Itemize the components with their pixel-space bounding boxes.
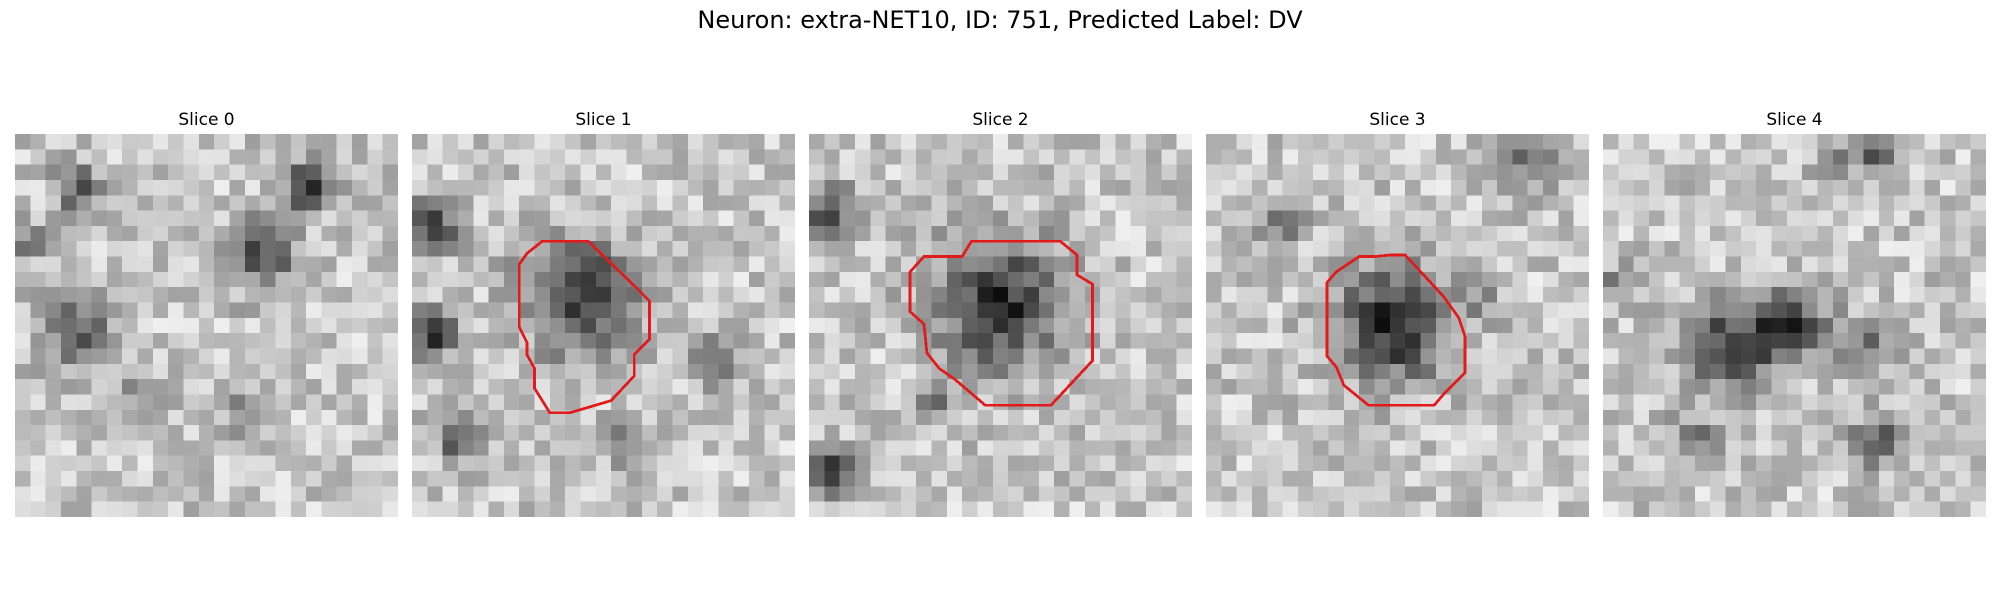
slice-pixels-0 — [15, 134, 398, 517]
slice-image-4 — [1603, 134, 1986, 517]
slice-title-4: Slice 4 — [1766, 110, 1823, 130]
figure-title: Neuron: extra-NET10, ID: 751, Predicted … — [697, 6, 1303, 34]
slice-pixels-4 — [1603, 134, 1986, 517]
slice-title-2: Slice 2 — [972, 110, 1029, 130]
slice-image-2 — [809, 134, 1192, 517]
roi-outline-1 — [517, 239, 651, 415]
slice-pixels-1 — [412, 134, 795, 517]
slice-image-0 — [15, 134, 398, 517]
slice-title-1: Slice 1 — [575, 110, 632, 130]
slice-pixels-2 — [809, 134, 1192, 517]
slice-image-1 — [412, 134, 795, 517]
roi-outline-3 — [1325, 253, 1467, 407]
slice-image-3 — [1206, 134, 1589, 517]
slice-title-3: Slice 3 — [1369, 110, 1426, 130]
slice-pixels-3 — [1206, 134, 1589, 517]
roi-outline-2 — [908, 239, 1094, 407]
slice-title-0: Slice 0 — [178, 110, 235, 130]
